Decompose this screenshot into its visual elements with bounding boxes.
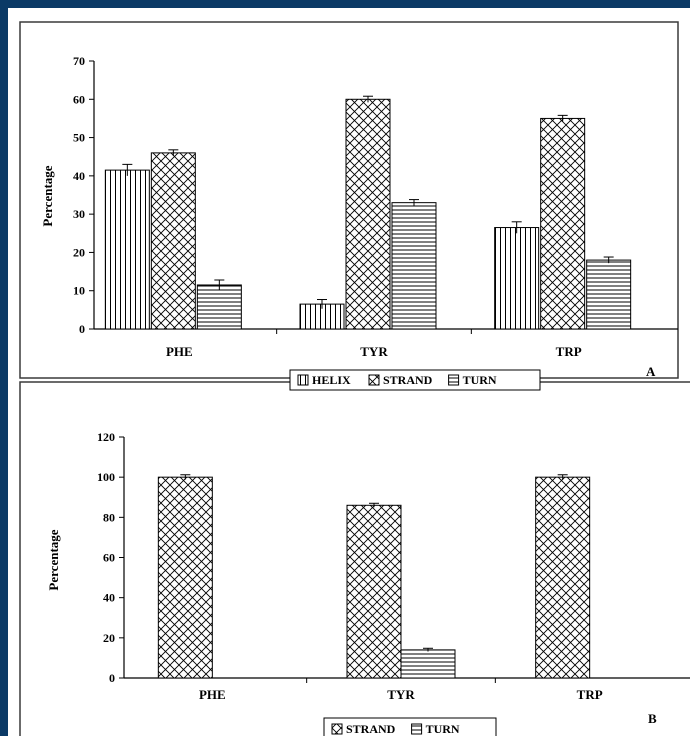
bar (104, 169, 150, 330)
x-tick-label: TRP (577, 687, 603, 702)
bar (196, 284, 242, 330)
y-tick-label: 30 (73, 207, 85, 221)
x-tick-label: TYR (387, 687, 415, 702)
legend-label: HELIX (312, 373, 351, 387)
bar (535, 476, 591, 679)
legend-box (289, 369, 541, 391)
y-tick-label: 40 (103, 591, 115, 605)
y-tick-label: 10 (73, 284, 85, 298)
y-tick-label: 50 (73, 131, 85, 145)
legend-label: STRAND (346, 722, 396, 736)
y-axis-label: Percentage (40, 165, 55, 226)
legend-swatch (331, 723, 343, 735)
y-tick-label: 20 (103, 631, 115, 645)
bar (400, 649, 456, 679)
bar (346, 504, 402, 679)
bar (150, 152, 196, 330)
x-tick-label: PHE (166, 344, 193, 359)
panel-a: 0 10 20 30 40 50 60 70 PHE TYR TRP Percentage HELIX S… (40, 54, 678, 391)
y-tick-label: 40 (73, 169, 85, 183)
chart-canvas: 0 10 20 30 40 50 60 70 PHE TYR TRP Percentage HELIX S… (19, 21, 690, 736)
legend-box (323, 717, 497, 736)
legend-swatch (411, 723, 423, 735)
bar (540, 117, 586, 330)
y-tick-label: 70 (73, 54, 85, 68)
panel-letter: A (646, 364, 656, 379)
bar (391, 202, 437, 330)
x-tick-label: PHE (199, 687, 226, 702)
y-tick-label: 0 (109, 671, 115, 685)
figure-frame: 0 10 20 30 40 50 60 70 PHE TYR TRP Percentage HELIX S… (8, 8, 690, 736)
legend-label: TURN (426, 722, 460, 736)
bar (494, 227, 540, 330)
legend-swatch (297, 374, 309, 386)
y-tick-label: 0 (79, 322, 85, 336)
y-tick-label: 20 (73, 245, 85, 259)
y-axis-label: Percentage (46, 529, 61, 590)
y-tick-label: 80 (103, 510, 115, 524)
y-tick-label: 120 (97, 430, 115, 444)
bar (157, 476, 213, 679)
bar (586, 259, 632, 330)
legend-label: STRAND (383, 373, 433, 387)
x-tick-label: TYR (360, 344, 388, 359)
legend-swatch (448, 374, 460, 386)
y-tick-label: 60 (73, 92, 85, 106)
y-tick-label: 60 (103, 551, 115, 565)
bar (345, 98, 391, 330)
x-tick-label: TRP (556, 344, 582, 359)
panel-letter: B (648, 711, 657, 726)
legend-swatch (368, 374, 380, 386)
panel-b: 0 20 40 60 80 100 120 PHE TYR TRP Percentage STRAND… (46, 430, 690, 736)
legend-label: TURN (463, 373, 497, 387)
y-tick-label: 100 (97, 470, 115, 484)
